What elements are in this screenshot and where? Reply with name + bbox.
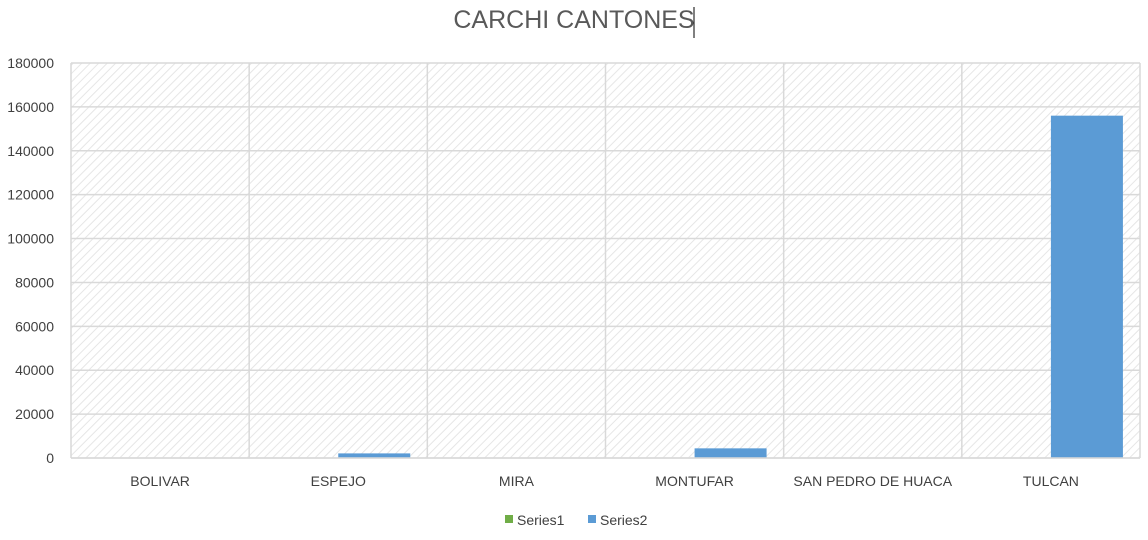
x-category-label: TULCAN	[1023, 473, 1079, 489]
y-tick-label: 60000	[15, 318, 54, 334]
y-tick-label: 20000	[15, 406, 54, 422]
bar-series2	[1050, 115, 1123, 459]
x-category-label: SAN PEDRO DE HUACA	[793, 473, 952, 489]
legend: Series1 Series2	[505, 512, 648, 528]
legend-swatch-series2	[588, 515, 596, 523]
y-tick-label: 140000	[7, 143, 54, 159]
y-tick-label: 180000	[7, 55, 54, 71]
vertical-gridlines	[70, 63, 1141, 458]
bar-series	[338, 115, 1123, 459]
x-category-label: ESPEJO	[311, 473, 366, 489]
legend-label-series1: Series1	[517, 512, 565, 528]
y-axis-tick-labels: 0 20000 40000 60000 80000 100000 120000 140000 1…	[7, 55, 54, 466]
legend-swatch-series1	[505, 515, 513, 523]
chart-title: CARCHI CANTONES	[453, 6, 694, 34]
bar-series2	[338, 453, 411, 458]
y-tick-label: 120000	[7, 187, 54, 203]
y-tick-label: 160000	[7, 99, 54, 115]
legend-label-series2: Series2	[600, 512, 648, 528]
x-category-label: MIRA	[499, 473, 535, 489]
y-tick-label: 40000	[15, 362, 54, 378]
y-tick-label: 0	[46, 450, 54, 466]
x-axis-category-labels: BOLIVAR ESPEJO MIRA MONTUFAR SAN PEDRO DE HU…	[130, 473, 1079, 489]
y-tick-label: 100000	[7, 231, 54, 247]
y-tick-label: 80000	[15, 274, 54, 290]
x-category-label: BOLIVAR	[130, 473, 190, 489]
bar-series2	[694, 448, 767, 458]
x-category-label: MONTUFAR	[655, 473, 734, 489]
